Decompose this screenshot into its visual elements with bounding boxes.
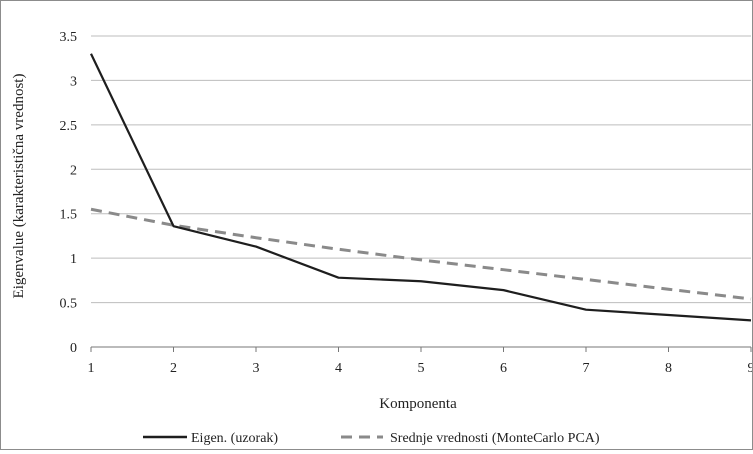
series-line-montecarlo: [90, 207, 752, 301]
y-tick-label: 2.5: [60, 119, 78, 134]
legend-label-eigen: Eigen. (uzorak): [191, 431, 278, 446]
y-axis-title: Eigenvalue (karakteristična vrednost): [11, 74, 27, 299]
y-tick-label: 2: [70, 163, 77, 178]
x-tick-label: 8: [665, 361, 672, 376]
x-axis-title: Komponenta: [379, 396, 457, 412]
x-tick-label: 1: [88, 361, 95, 376]
y-tick-label: 3.5: [60, 30, 78, 45]
y-tick-label: 0: [70, 341, 77, 356]
y-tick-label: 0.5: [60, 297, 78, 312]
x-tick-label: 5: [418, 361, 425, 376]
axes: [90, 346, 752, 352]
x-tick-label: 4: [335, 361, 342, 376]
x-tick-label: 2: [170, 361, 177, 376]
gridlines: [91, 35, 751, 304]
y-tick-label: 1.5: [60, 208, 78, 223]
legend: Eigen. (uzorak) Srednje vrednosti (Monte…: [143, 431, 600, 446]
x-tick-label: 7: [583, 361, 590, 376]
x-tick-label: 3: [253, 361, 260, 376]
series-line-eigen: [90, 53, 752, 322]
legend-label-montecarlo: Srednje vrednosti (MonteCarlo PCA): [390, 431, 600, 446]
y-tick-label: 3: [70, 74, 77, 89]
x-tick-label: 6: [500, 361, 507, 376]
tick-labels: 0 0.5 1 1.5 2 2.5 3 3.5 1 2 3 4 5 6 7 8 9: [60, 30, 753, 376]
y-tick-label: 1: [70, 252, 77, 267]
series-lines: [90, 53, 752, 322]
x-tick-label: 9: [748, 361, 753, 376]
